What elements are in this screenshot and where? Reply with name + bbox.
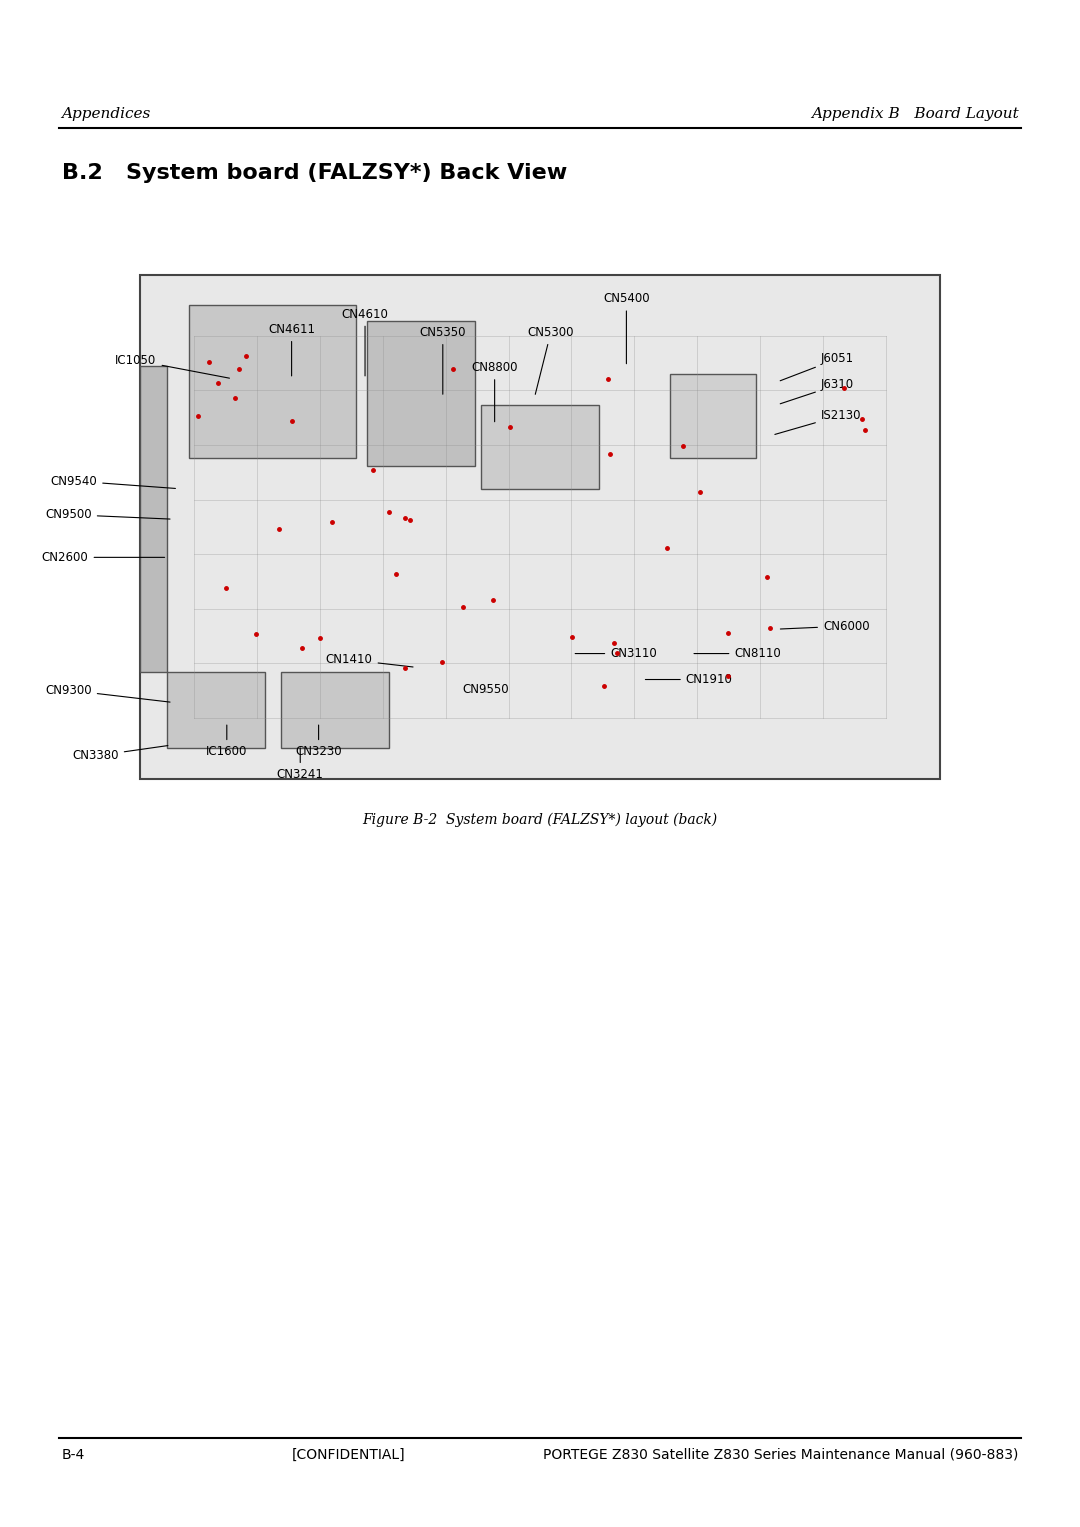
Text: CN5350: CN5350 xyxy=(419,325,467,394)
Text: IC1050: IC1050 xyxy=(116,354,229,379)
Text: J6310: J6310 xyxy=(780,379,854,403)
Text: CN9300: CN9300 xyxy=(45,684,170,702)
Text: CN3230: CN3230 xyxy=(295,725,342,759)
Text: CN9540: CN9540 xyxy=(51,475,175,489)
Text: PORTEGE Z830 Satellite Z830 Series Maintenance Manual (960-883): PORTEGE Z830 Satellite Z830 Series Maint… xyxy=(543,1448,1018,1461)
Text: CN9550: CN9550 xyxy=(462,683,510,696)
Text: IC1600: IC1600 xyxy=(206,725,247,759)
Text: CN1910: CN1910 xyxy=(646,673,732,686)
FancyBboxPatch shape xyxy=(281,672,389,748)
Text: CN5300: CN5300 xyxy=(527,325,575,394)
Text: CN3380: CN3380 xyxy=(72,745,167,762)
Text: B.2   System board (FALZSY*) Back View: B.2 System board (FALZSY*) Back View xyxy=(62,163,567,183)
Text: IS2130: IS2130 xyxy=(774,409,862,434)
Text: CN4611: CN4611 xyxy=(268,322,315,376)
Text: CN9500: CN9500 xyxy=(45,508,170,521)
FancyBboxPatch shape xyxy=(140,275,940,779)
Text: CN8800: CN8800 xyxy=(471,360,518,421)
Text: Appendices: Appendices xyxy=(62,107,151,121)
FancyBboxPatch shape xyxy=(670,374,756,458)
FancyBboxPatch shape xyxy=(167,672,265,748)
FancyBboxPatch shape xyxy=(367,321,475,466)
Text: CN6000: CN6000 xyxy=(781,620,869,632)
Text: CN5400: CN5400 xyxy=(603,292,650,363)
Text: CN3241: CN3241 xyxy=(276,748,324,782)
Text: B-4: B-4 xyxy=(62,1448,85,1461)
Text: CN1410: CN1410 xyxy=(326,654,413,667)
FancyBboxPatch shape xyxy=(481,405,599,489)
Text: CN3110: CN3110 xyxy=(576,647,657,660)
FancyBboxPatch shape xyxy=(140,366,167,672)
Text: J6051: J6051 xyxy=(780,353,854,380)
Text: CN8110: CN8110 xyxy=(694,647,781,660)
Text: [CONFIDENTIAL]: [CONFIDENTIAL] xyxy=(292,1448,405,1461)
Text: Figure B-2  System board (FALZSY*) layout (back): Figure B-2 System board (FALZSY*) layout… xyxy=(363,812,717,826)
Text: CN2600: CN2600 xyxy=(42,551,164,563)
Text: Appendix B   Board Layout: Appendix B Board Layout xyxy=(811,107,1018,121)
Text: CN4610: CN4610 xyxy=(341,307,389,376)
FancyBboxPatch shape xyxy=(189,305,356,458)
